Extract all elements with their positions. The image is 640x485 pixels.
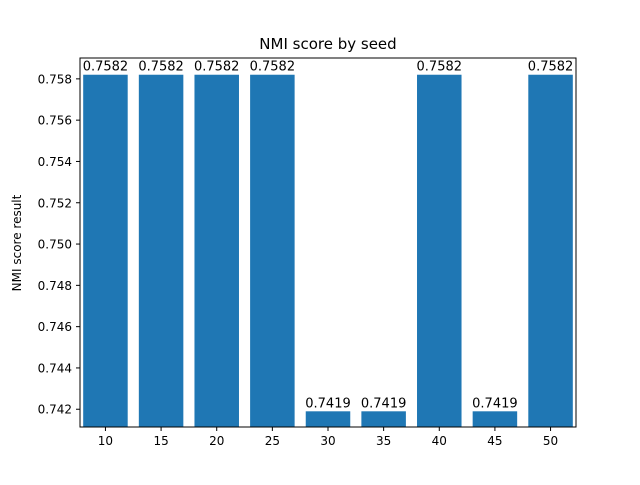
y-tick-label: 0.758 xyxy=(38,72,72,86)
bar-seed-30 xyxy=(305,411,351,427)
x-tick-label: 40 xyxy=(432,434,447,448)
bar-seed-10 xyxy=(83,74,128,427)
chart-title: NMI score by seed xyxy=(259,35,396,53)
bar-seed-35 xyxy=(361,411,406,427)
bar-seed-40 xyxy=(417,74,462,427)
data-label-seed-45: 0.7419 xyxy=(472,396,518,411)
x-tick-label: 30 xyxy=(320,434,335,448)
bar-seed-50 xyxy=(528,74,573,427)
y-tick-label: 0.756 xyxy=(38,114,72,128)
data-label-seed-40: 0.7582 xyxy=(417,60,463,75)
x-tick-label: 35 xyxy=(376,434,391,448)
y-tick-label: 0.754 xyxy=(38,155,72,169)
x-tick-label: 25 xyxy=(265,434,280,448)
x-tick-label: 45 xyxy=(487,434,502,448)
y-tick-label: 0.746 xyxy=(38,320,72,334)
bar-seed-25 xyxy=(250,74,295,427)
data-label-seed-35: 0.7419 xyxy=(361,396,407,411)
bar-seed-15 xyxy=(138,74,184,427)
y-axis-label: NMI score result xyxy=(10,194,24,291)
x-tick-label: 15 xyxy=(153,434,168,448)
data-label-seed-30: 0.7419 xyxy=(305,396,351,411)
data-label-seed-15: 0.7582 xyxy=(138,60,184,75)
y-tick-label: 0.752 xyxy=(38,196,72,210)
y-tick-label: 0.750 xyxy=(38,238,72,252)
y-tick-label: 0.742 xyxy=(38,403,72,417)
bar-seed-20 xyxy=(194,74,239,427)
y-tick-label: 0.744 xyxy=(38,361,72,375)
data-label-seed-10: 0.7582 xyxy=(83,60,129,75)
y-tick-label: 0.748 xyxy=(38,279,72,293)
data-label-seed-20: 0.7582 xyxy=(194,60,240,75)
data-label-seed-25: 0.7582 xyxy=(250,60,296,75)
x-tick-label: 20 xyxy=(209,434,224,448)
bar-seed-45 xyxy=(472,411,518,427)
x-tick-label: 10 xyxy=(98,434,113,448)
data-label-seed-50: 0.7582 xyxy=(528,60,574,75)
x-tick-label: 50 xyxy=(543,434,558,448)
